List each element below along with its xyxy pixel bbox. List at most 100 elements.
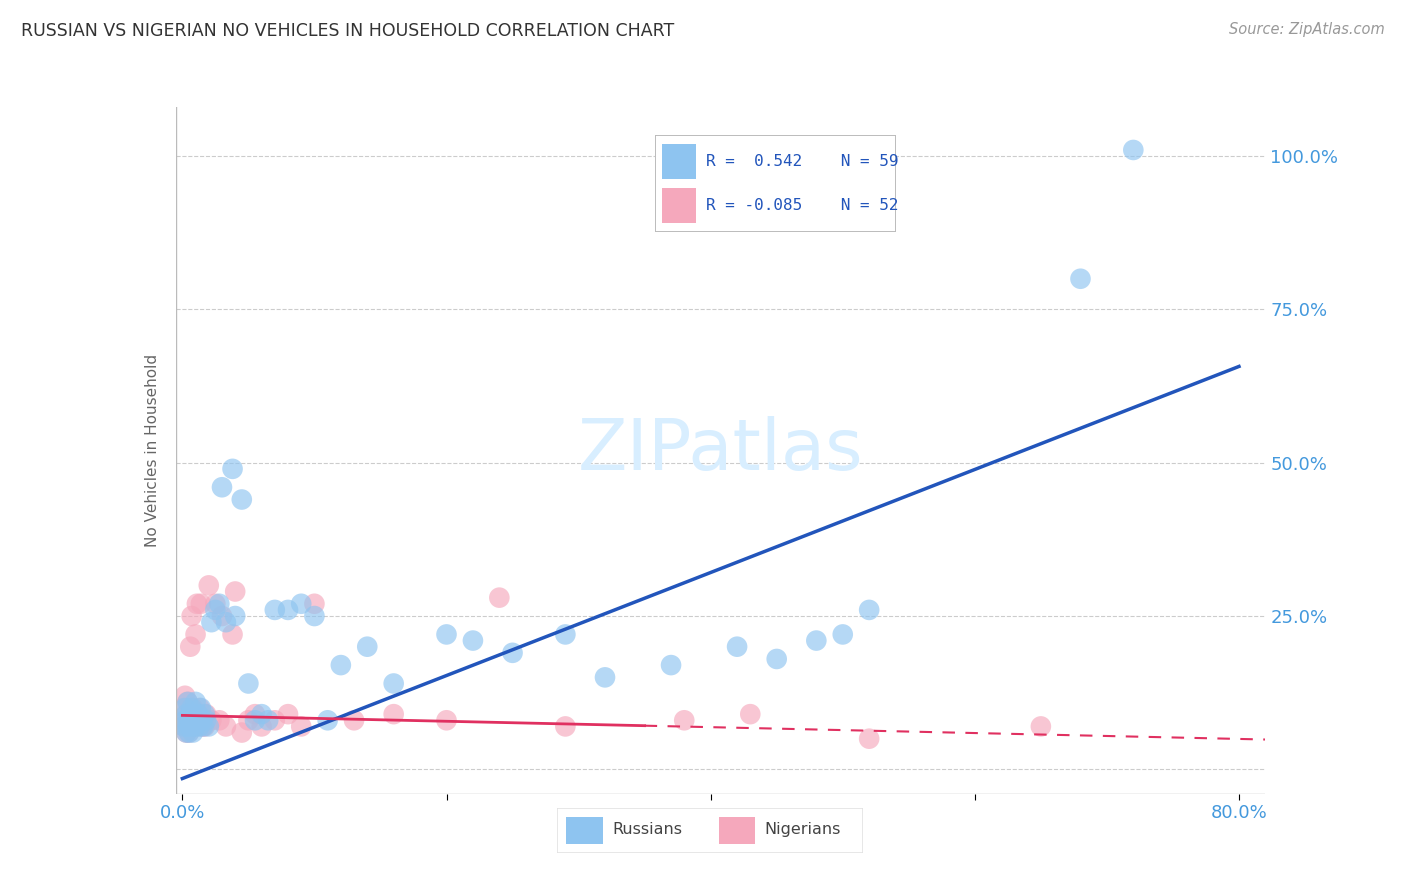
Point <box>179 719 201 733</box>
Text: ZIPatlas: ZIPatlas <box>578 416 863 485</box>
Point <box>176 725 198 739</box>
Point <box>190 597 212 611</box>
Point <box>208 597 231 611</box>
Point <box>215 615 238 630</box>
Point <box>238 676 260 690</box>
Point <box>184 627 207 641</box>
Point <box>243 707 266 722</box>
Point <box>176 719 198 733</box>
Point <box>184 714 207 728</box>
Point <box>224 584 246 599</box>
Point <box>177 725 200 739</box>
Point <box>208 714 231 728</box>
Point <box>502 646 524 660</box>
Point <box>1069 271 1091 285</box>
Point <box>194 707 217 722</box>
Point <box>243 714 266 728</box>
Point <box>176 707 198 722</box>
Point <box>179 707 201 722</box>
Point <box>554 627 576 641</box>
Point <box>179 707 201 722</box>
Point <box>858 731 880 746</box>
Point <box>231 492 253 507</box>
Point <box>238 714 260 728</box>
Point <box>231 725 253 739</box>
Point <box>186 597 208 611</box>
Point <box>180 701 202 715</box>
Point <box>179 640 201 654</box>
Point <box>176 719 198 733</box>
Text: R = -0.085    N = 52: R = -0.085 N = 52 <box>706 198 898 213</box>
Bar <box>662 145 696 178</box>
Point <box>190 701 212 715</box>
Point <box>204 603 226 617</box>
Point <box>329 658 352 673</box>
Point <box>177 714 200 728</box>
Point <box>221 462 243 476</box>
Point <box>263 714 285 728</box>
Text: Source: ZipAtlas.com: Source: ZipAtlas.com <box>1229 22 1385 37</box>
Point <box>191 719 214 733</box>
Point <box>765 652 787 666</box>
Point <box>1122 143 1144 157</box>
Point <box>176 695 198 709</box>
Point <box>193 719 215 733</box>
Point <box>174 714 197 728</box>
Point <box>290 597 312 611</box>
Point <box>356 640 378 654</box>
Text: RUSSIAN VS NIGERIAN NO VEHICLES IN HOUSEHOLD CORRELATION CHART: RUSSIAN VS NIGERIAN NO VEHICLES IN HOUSE… <box>21 22 675 40</box>
Point <box>382 707 405 722</box>
Point <box>290 719 312 733</box>
Point <box>180 714 202 728</box>
Point <box>858 603 880 617</box>
Point <box>659 658 682 673</box>
Point <box>173 701 195 715</box>
Point <box>187 707 209 722</box>
Point <box>277 603 299 617</box>
Point <box>188 701 211 715</box>
Point <box>174 701 197 715</box>
Point <box>187 707 209 722</box>
Point <box>191 714 214 728</box>
Point <box>263 603 285 617</box>
Point <box>173 719 195 733</box>
Point <box>740 707 762 722</box>
Point <box>181 701 204 715</box>
Point <box>593 670 616 684</box>
Point <box>204 597 226 611</box>
Point <box>224 609 246 624</box>
Point <box>257 714 280 728</box>
Point <box>250 719 273 733</box>
Bar <box>567 816 603 844</box>
Point <box>488 591 510 605</box>
Point <box>186 714 208 728</box>
Point <box>806 633 828 648</box>
Point <box>1029 719 1052 733</box>
Point <box>250 707 273 722</box>
Point <box>180 714 202 728</box>
Point <box>343 714 366 728</box>
Point <box>211 480 233 494</box>
Point <box>174 714 197 728</box>
Point <box>211 609 233 624</box>
Point <box>316 714 339 728</box>
Point <box>176 707 198 722</box>
Point <box>177 714 200 728</box>
Point <box>436 627 458 641</box>
Point <box>200 615 222 630</box>
Point <box>215 719 238 733</box>
Point <box>197 719 219 733</box>
Text: R =  0.542    N = 59: R = 0.542 N = 59 <box>706 154 898 169</box>
Point <box>174 689 197 703</box>
Point <box>188 719 211 733</box>
Bar <box>662 188 696 223</box>
Point <box>304 597 326 611</box>
Point <box>195 707 218 722</box>
Point <box>436 714 458 728</box>
Point <box>181 725 204 739</box>
Point <box>177 725 200 739</box>
Point <box>461 633 484 648</box>
Point <box>176 725 198 739</box>
Text: Russians: Russians <box>612 822 682 838</box>
Point <box>673 714 696 728</box>
